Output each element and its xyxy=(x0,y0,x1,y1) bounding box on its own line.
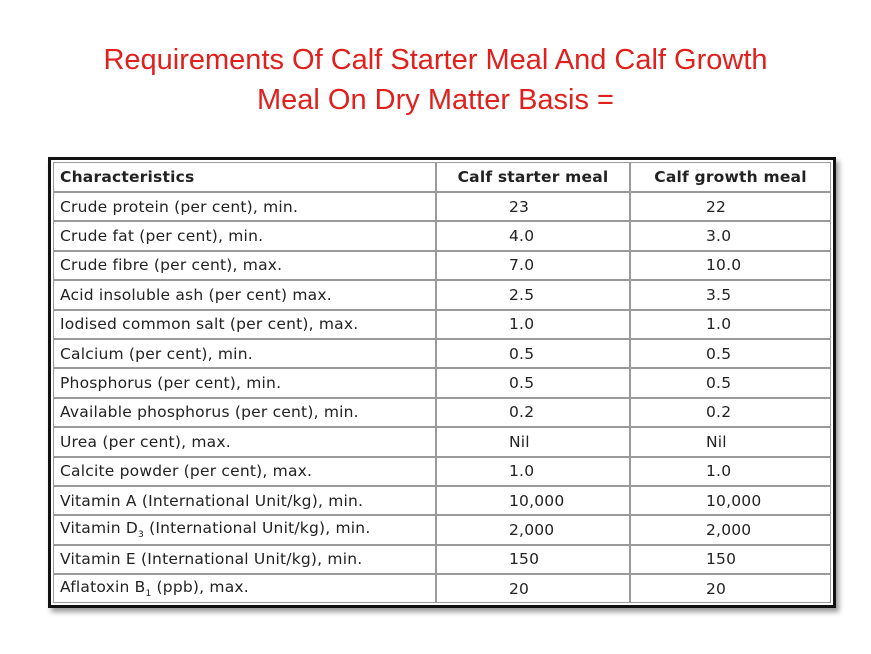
table-cell: 0.5 xyxy=(436,338,630,369)
table-cell: 1.0 xyxy=(630,309,831,339)
table-cell: 0.5 xyxy=(630,368,831,398)
table-frame: Characteristics Calf starter meal Calf gro… xyxy=(48,157,836,609)
table-row: Calcium (per cent), min. 0.5 0.5 xyxy=(53,338,831,369)
table-cell: Crude fat (per cent), min. xyxy=(53,221,436,251)
table: Characteristics Calf starter meal Calf gro… xyxy=(53,162,831,604)
table-cell: 0.5 xyxy=(436,368,630,398)
table-cell: 150 xyxy=(436,544,630,575)
cell-subscript: 3 xyxy=(138,530,144,541)
table-cell: Vitamin D3 (International Unit/kg), min. xyxy=(53,515,436,545)
table-cell: 150 xyxy=(630,544,831,575)
table-row: Vitamin D3 (International Unit/kg), min.… xyxy=(53,515,831,545)
header-cell: Calf growth meal xyxy=(630,162,831,192)
table-cell: Acid insoluble ash (per cent) max. xyxy=(53,280,436,310)
table-cell: 2,000 xyxy=(630,515,831,545)
cell-subscript: 1 xyxy=(145,589,152,600)
table-row: Acid insoluble ash (per cent) max. 2.5 3.5 xyxy=(53,280,831,310)
table-body: Crude protein (per cent), min. 23 22 Crude … xyxy=(53,192,831,604)
table-cell: 3.0 xyxy=(630,221,831,251)
header-row: Characteristics Calf starter meal Calf gro… xyxy=(53,162,831,192)
table-cell: 10.0 xyxy=(630,250,831,281)
table-cell: 10,000 xyxy=(436,485,630,516)
cell-text: (International Unit/kg), min. xyxy=(143,519,371,538)
table-cell: 10,000 xyxy=(630,485,831,516)
table-cell: Nil xyxy=(630,427,831,457)
table-cell: Crude protein (per cent), min. xyxy=(53,192,436,222)
table-cell: 20 xyxy=(630,574,831,604)
table-cell: 22 xyxy=(630,192,831,222)
table-cell: Available phosphorus (per cent), min. xyxy=(53,397,436,428)
table-row: Phosphorus (per cent), min. 0.5 0.5 xyxy=(53,368,831,398)
table-cell: 23 xyxy=(436,192,630,222)
table-row: Crude protein (per cent), min. 23 22 xyxy=(53,192,831,222)
table-cell: Iodised common salt (per cent), max. xyxy=(53,309,436,339)
table-row: Aflatoxin B1 (ppb), max. 20 20 xyxy=(53,574,831,604)
table-cell: 2.5 xyxy=(436,280,630,310)
table-cell: Crude fibre (per cent), max. xyxy=(53,250,436,281)
cell-text: Aflatoxin B xyxy=(60,578,146,597)
table-cell: 7.0 xyxy=(436,250,630,281)
title-line: Meal On Dry Matter Basis = xyxy=(257,84,614,116)
table-row: Available phosphorus (per cent), min. 0.2… xyxy=(53,397,831,428)
table-row: Urea (per cent), max. Nil Nil xyxy=(53,427,831,457)
table-cell: 4.0 xyxy=(436,221,630,251)
table-cell: 1.0 xyxy=(436,309,630,339)
table-row: Iodised common salt (per cent), max. 1.0 1… xyxy=(53,309,831,339)
table-cell: Urea (per cent), max. xyxy=(53,427,436,457)
title: Requirements Of Calf Starter Meal And Ca… xyxy=(0,40,871,120)
table-row: Vitamin A (International Unit/kg), min. 1… xyxy=(53,485,831,516)
cell-text: Vitamin D xyxy=(60,519,139,538)
table-cell: 0.2 xyxy=(436,397,630,428)
table-cell: 3.5 xyxy=(630,280,831,310)
table-cell: Calcium (per cent), min. xyxy=(53,338,436,369)
table-row: Calcite powder (per cent), max. 1.0 1.0 xyxy=(53,456,831,486)
table-row: Crude fat (per cent), min. 4.0 3.0 xyxy=(53,221,831,251)
table-cell: Calcite powder (per cent), max. xyxy=(53,456,436,486)
table-cell: 20 xyxy=(436,574,630,604)
table-cell: Phosphorus (per cent), min. xyxy=(53,368,436,398)
header-cell: Characteristics xyxy=(53,162,436,192)
table-cell: Vitamin A (International Unit/kg), min. xyxy=(53,485,436,516)
table-cell: 1.0 xyxy=(436,456,630,486)
table-cell: Vitamin E (International Unit/kg), min. xyxy=(53,544,436,575)
cell-text: (ppb), max. xyxy=(151,578,249,597)
table-cell: Aflatoxin B1 (ppb), max. xyxy=(53,574,436,604)
table-cell: 1.0 xyxy=(630,456,831,486)
table-cell: Nil xyxy=(436,427,630,457)
table-row: Crude fibre (per cent), max. 7.0 10.0 xyxy=(53,250,831,281)
title-line: Requirements Of Calf Starter Meal And Ca… xyxy=(103,44,768,76)
table-cell: 0.5 xyxy=(630,338,831,369)
table-row: Vitamin E (International Unit/kg), min. 1… xyxy=(53,544,831,575)
table-cell: 2,000 xyxy=(436,515,630,545)
table-cell: 0.2 xyxy=(630,397,831,428)
header-cell: Calf starter meal xyxy=(436,162,630,192)
